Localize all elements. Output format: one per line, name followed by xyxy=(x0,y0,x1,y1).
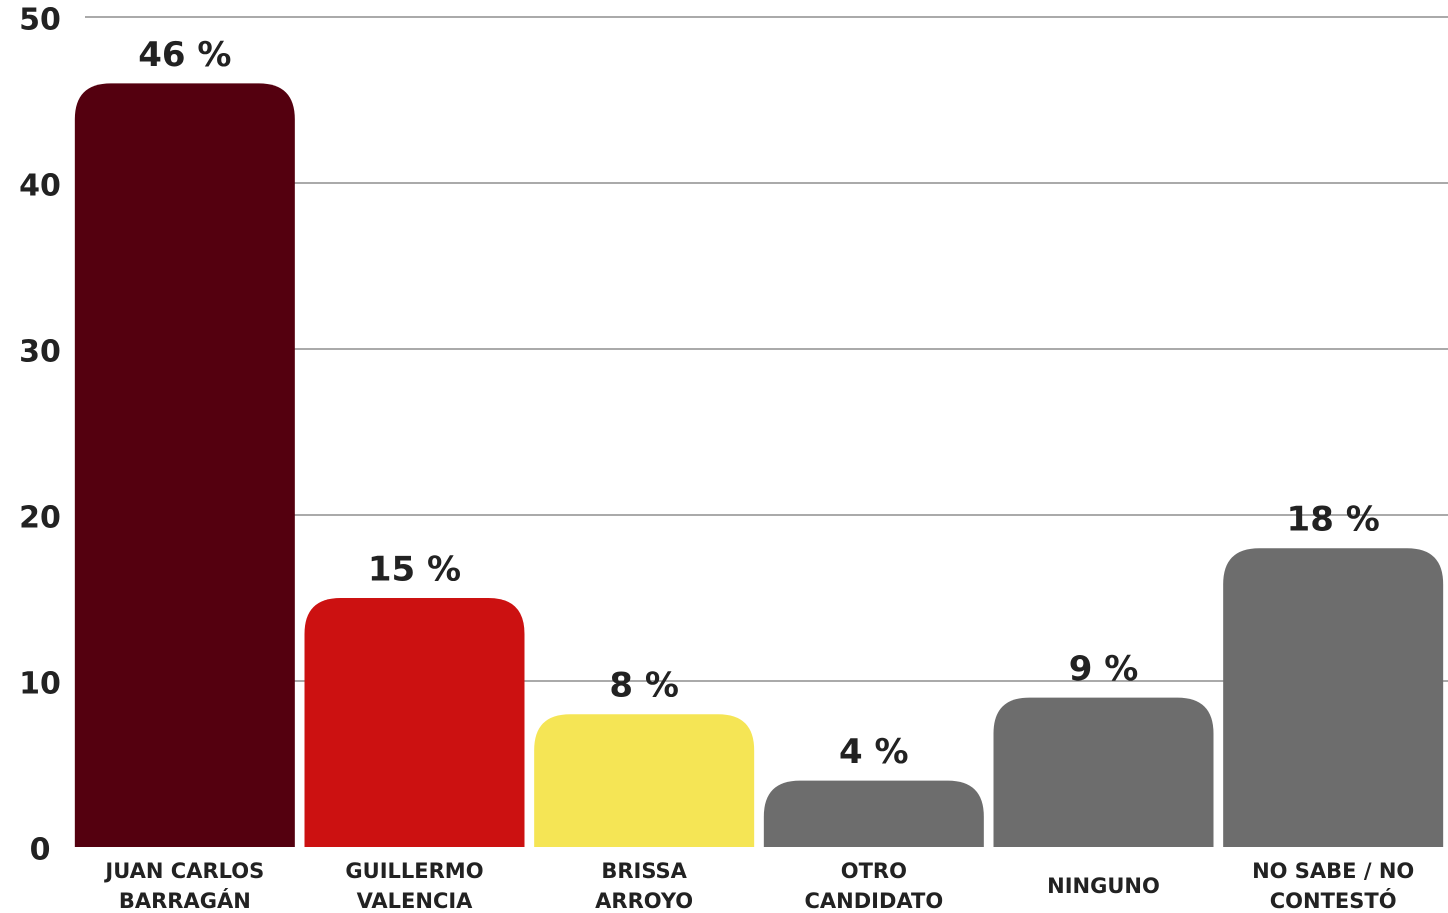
x-tick-label: NO SABE / NO CONTESTÓ xyxy=(1252,859,1415,913)
bar xyxy=(763,780,984,847)
y-tick-label: 0 xyxy=(30,833,51,868)
value-label: 15 % xyxy=(368,550,461,590)
x-tick-label: GUILLERMO VALENCIA xyxy=(345,859,484,913)
x-tick-label: OTRO CANDIDATO xyxy=(804,859,944,913)
y-tick-label: 20 xyxy=(19,501,61,536)
y-tick-label: 10 xyxy=(19,667,61,702)
bar xyxy=(1223,548,1444,847)
value-label: 46 % xyxy=(138,35,231,75)
bar xyxy=(534,714,755,847)
value-label: 9 % xyxy=(1069,649,1139,689)
bar xyxy=(304,598,525,847)
bar xyxy=(993,697,1214,847)
value-label: 18 % xyxy=(1287,500,1380,540)
value-label: 4 % xyxy=(839,732,909,772)
y-tick-label: 50 xyxy=(19,3,61,38)
x-tick-label: BRISSA ARROYO xyxy=(595,859,694,913)
x-tick-label: JUAN CARLOS BARRAGÁN xyxy=(105,859,265,913)
x-tick-label: NINGUNO xyxy=(1047,874,1160,898)
value-label: 8 % xyxy=(609,666,679,706)
bar xyxy=(74,83,295,847)
y-tick-label: 30 xyxy=(19,335,61,370)
y-tick-label: 40 xyxy=(19,169,61,204)
